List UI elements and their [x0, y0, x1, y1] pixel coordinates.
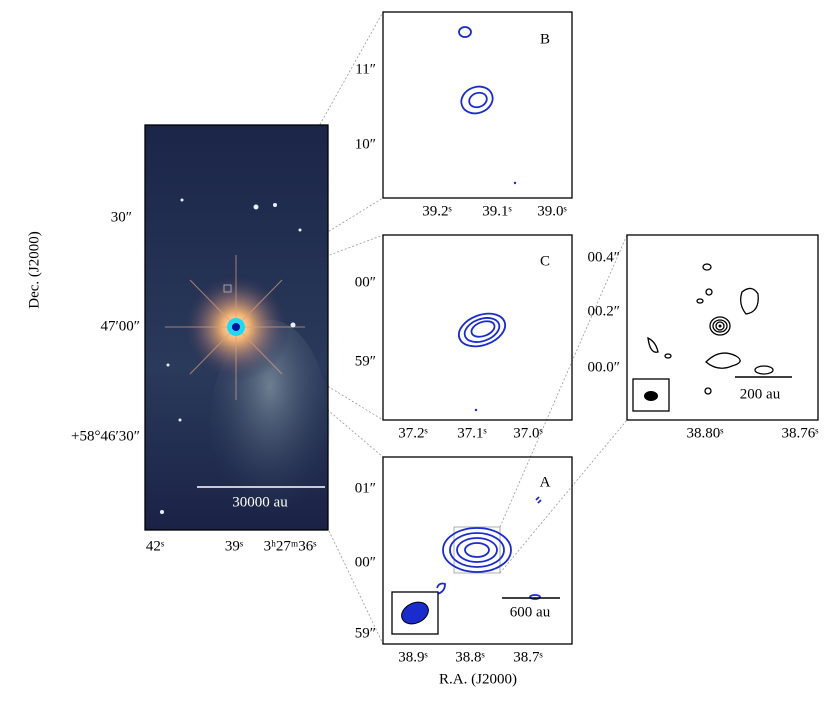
panel-label: A: [540, 474, 551, 490]
y-tick-label: 11″: [355, 61, 376, 77]
panel-zoom: 200 au 00.4″ 00.2″ 00.0″ 38.80ˢ 38.76ˢ: [588, 234, 819, 441]
y-tick-label: 30″: [111, 209, 132, 225]
frame: [382, 234, 573, 421]
panel-label: B: [540, 31, 550, 47]
x-tick-label: 37.2ˢ: [398, 425, 427, 441]
x-tick-label: 3ʰ27ᵐ36ˢ: [264, 538, 317, 554]
frame: [382, 456, 573, 645]
zoom-box: [223, 284, 232, 293]
panel-c: C 00″ 59″ 37.2ˢ 37.1ˢ 37.0ˢ: [355, 234, 573, 441]
frame: [382, 11, 573, 199]
x-tick-label: 39.0ˢ: [537, 203, 566, 219]
y-tick-label: 59″: [355, 625, 376, 641]
y-tick-label: 59″: [355, 353, 376, 369]
y-tick-label: 01″: [355, 480, 376, 496]
x-tick-label: 42ˢ: [146, 538, 164, 554]
panel-b: B 11″ 10″ 39.2ˢ 39.1ˢ 39.0ˢ: [355, 11, 573, 219]
left-panel: 30000 au 30″ 47′00″ +58°46′30″ 42ˢ 39ˢ 3…: [26, 124, 330, 554]
y-axis-label: Dec. (J2000): [26, 231, 42, 308]
core-center: [232, 323, 240, 331]
frame: [144, 124, 329, 531]
y-tick-label: 00″: [355, 554, 376, 570]
y-tick-label: 00.2″: [588, 303, 621, 319]
scale-bar-label: 200 au: [740, 386, 781, 402]
y-tick-label: 00″: [355, 274, 376, 290]
panel-label: C: [540, 253, 550, 269]
frame: [626, 234, 819, 421]
y-tick-label: 47′00″: [100, 318, 140, 334]
panel-a: A 600 au 01″ 00″ 59″ 38.9ˢ 38.8ˢ 38.7ˢ R…: [355, 456, 573, 687]
x-tick-label: 39.1ˢ: [482, 203, 511, 219]
x-tick-label: 38.80ˢ: [687, 425, 724, 441]
scale-bar-label: 30000 au: [232, 494, 288, 510]
x-tick-label: 39ˢ: [225, 538, 243, 554]
x-axis-label: R.A. (J2000): [439, 671, 517, 687]
x-tick-label: 38.7ˢ: [513, 649, 542, 665]
y-tick-label: 00.4″: [588, 249, 621, 265]
y-tick-label: 00.0″: [588, 359, 621, 375]
x-tick-label: 39.2ˢ: [422, 203, 451, 219]
y-tick-label: 10″: [355, 136, 376, 152]
y-tick-label: +58°46′30″: [71, 428, 140, 444]
x-tick-label: 37.0ˢ: [513, 425, 542, 441]
x-tick-label: 37.1ˢ: [457, 425, 486, 441]
scale-bar-label: 600 au: [510, 604, 551, 620]
x-tick-label: 38.8ˢ: [455, 649, 484, 665]
x-tick-label: 38.9ˢ: [398, 649, 427, 665]
stars: [160, 198, 302, 514]
x-tick-label: 38.76ˢ: [782, 425, 819, 441]
